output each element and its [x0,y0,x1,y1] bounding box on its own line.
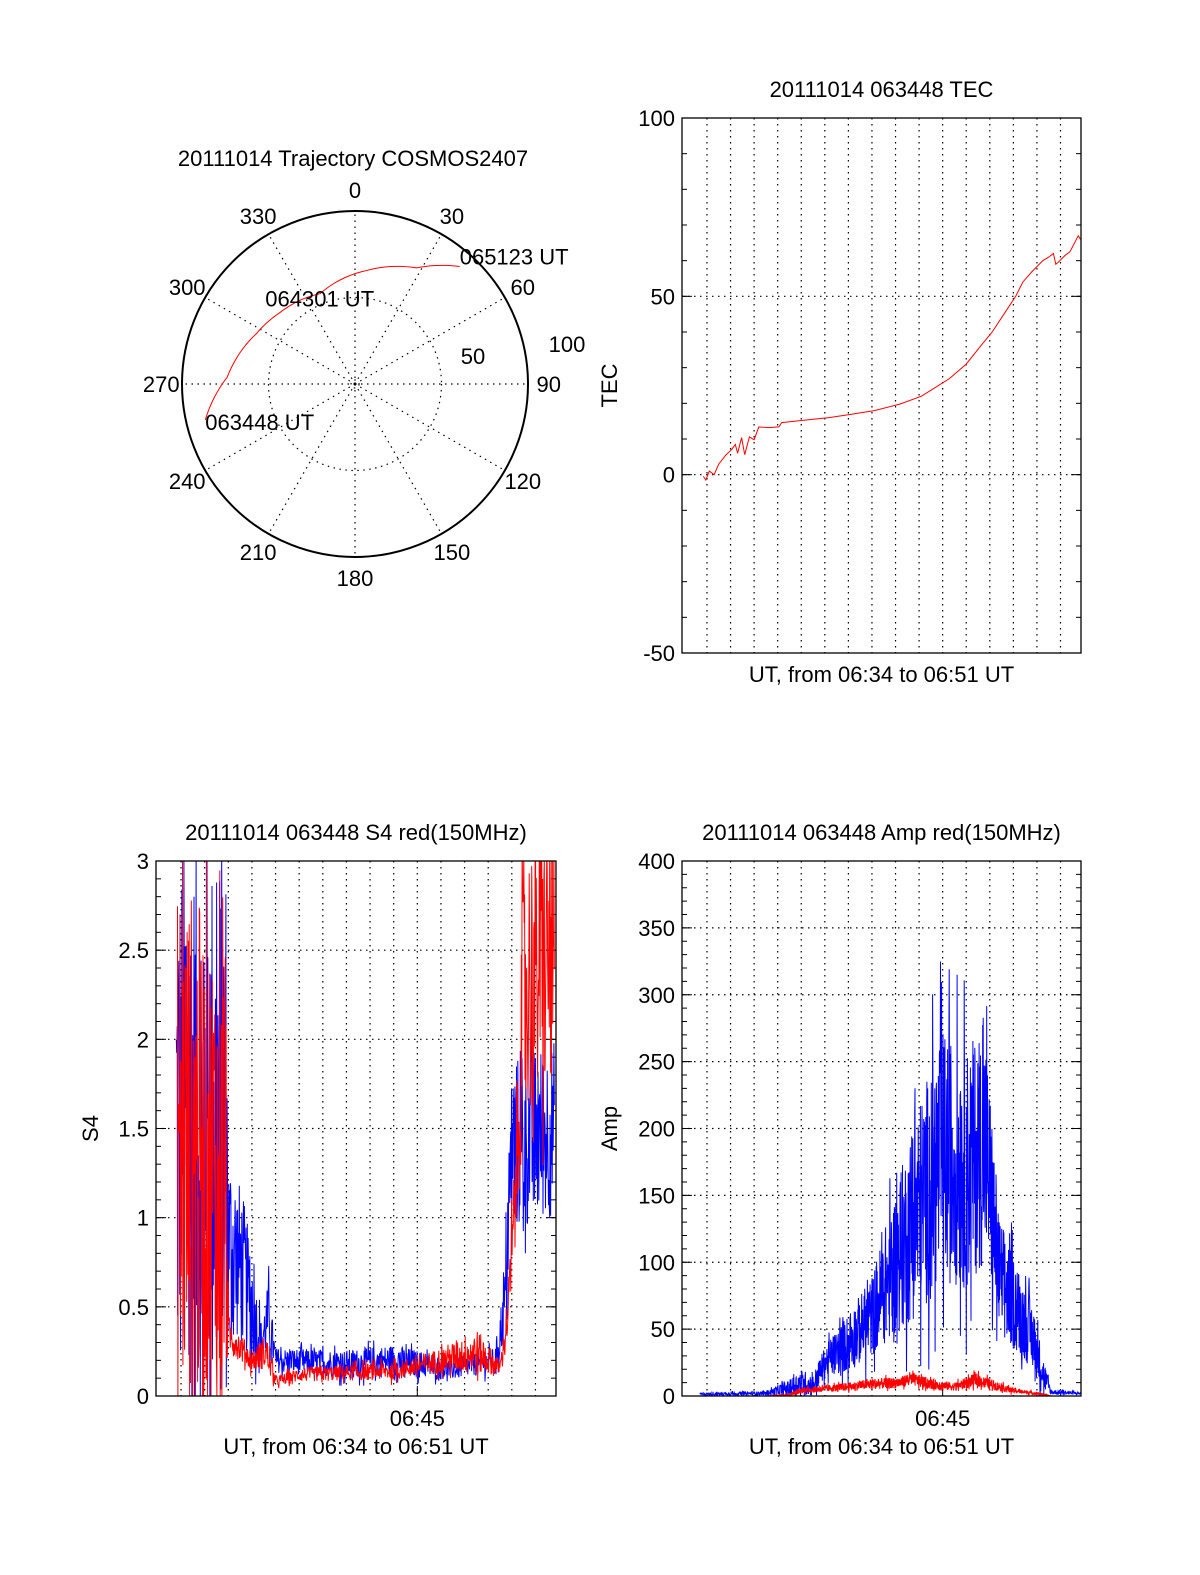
y-tick-label: 100 [638,106,675,131]
tec-plot: 20111014 063448 TEC UT, from 06:34 to 06:… [597,77,1082,687]
y-tick-label: 1 [137,1206,149,1231]
plot-title: 20111014 063448 Amp red(150MHz) [702,820,1061,845]
y-tick-label: 3 [137,849,149,874]
s4-plot: 20111014 063448 S4 red(150MHz) UT, from 0… [78,820,557,1459]
radial-ring-50 [267,296,443,472]
azimuth-label: 240 [169,469,206,494]
y-tick-label: 1.5 [118,1117,149,1142]
azimuth-label: 330 [240,204,277,229]
radial-label-50: 50 [461,344,485,369]
y-tick-label: 350 [638,916,675,941]
x-axis-label: UT, from 06:34 to 06:51 UT [749,1434,1014,1459]
azimuth-spoke [354,233,443,385]
azimuth-label: 90 [537,372,561,397]
y-tick-label: 0 [663,463,675,488]
y-axis-label: TEC [597,363,622,407]
y-axis-label: Amp [597,1106,622,1151]
x-axis-label: UT, from 06:34 to 06:51 UT [749,662,1014,687]
x-tick-label: 06:45 [915,1406,970,1431]
azimuth-label: 30 [440,204,464,229]
polar-trajectory-plot: 20111014 Trajectory COSMOS2407 0 30 60 90 120… [143,146,585,591]
plot-title: 20111014 063448 TEC [770,77,994,102]
y-tick-label: 200 [638,1117,675,1142]
y-tick-label: 400 [638,849,675,874]
series-red-line [765,1370,1081,1396]
y-tick-label: 50 [651,1317,675,1342]
y-tick-label: 300 [638,983,675,1008]
outer-ring [181,210,529,558]
y-tick-label: 100 [638,1250,675,1275]
amp-plot: 20111014 063448 Amp red(150MHz) UT, from … [597,820,1082,1459]
center-marker [350,379,360,389]
plot-frame [681,860,1082,1397]
y-tick-label: 2.5 [118,938,149,963]
series-red-line [177,861,555,1396]
time-annotation: 064301 UT [265,287,374,312]
x-axis-label: UT, from 06:34 to 06:51 UT [223,1434,488,1459]
y-tick-label: 50 [651,284,675,309]
azimuth-label: 120 [504,469,541,494]
azimuth-spoke [267,383,356,535]
trajectory-line [204,264,460,421]
plot-frame [681,117,1082,654]
azimuth-label: 180 [337,566,374,591]
x-tick-label: 06:45 [390,1406,445,1431]
polar-title: 20111014 Trajectory COSMOS2407 [178,146,528,171]
azimuth-label: 0 [349,178,361,203]
azimuth-label: 150 [434,540,471,565]
y-axis-label: S4 [78,1115,103,1142]
azimuth-spoke [354,296,506,385]
azimuth-label: 210 [240,540,277,565]
radial-label-100: 100 [549,332,586,357]
azimuth-spoke [204,383,356,472]
azimuth-label: 60 [511,275,535,300]
azimuth-spoke [204,296,356,385]
series-TEC-line [702,234,1081,482]
plot-frame [155,860,557,1397]
y-tick-label: 0 [663,1384,675,1409]
y-tick-label: 250 [638,1050,675,1075]
y-tick-label: -50 [643,641,675,666]
plot-title: 20111014 063448 S4 red(150MHz) [185,820,527,845]
series-blue-line [699,961,1081,1396]
y-tick-label: 0 [137,1384,149,1409]
azimuth-label: 270 [143,372,180,397]
azimuth-label: 300 [169,275,206,300]
azimuth-spoke [354,383,506,472]
azimuth-spoke [354,383,443,535]
y-tick-label: 150 [638,1183,675,1208]
y-tick-label: 0.5 [118,1295,149,1320]
azimuth-spoke [267,233,356,385]
time-annotation: 063448 UT [205,410,314,435]
series-blue-line [175,861,555,1396]
y-tick-label: 2 [137,1027,149,1052]
time-annotation: 065123 UT [460,244,569,269]
